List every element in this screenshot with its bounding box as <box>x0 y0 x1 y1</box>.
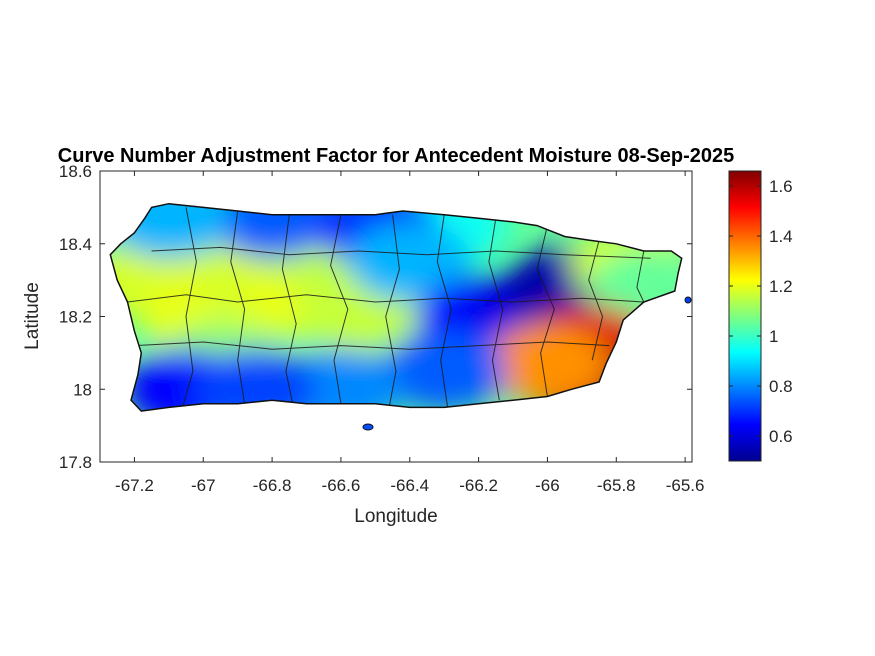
boundary-line <box>134 341 610 350</box>
boundary-line <box>536 225 555 397</box>
heatmap-cell <box>347 221 472 302</box>
heatmap-cell <box>110 203 231 259</box>
colorbar-tick-label: 1.4 <box>769 227 793 246</box>
colorbar-tick-label: 1 <box>769 327 778 346</box>
boundary-line <box>385 214 400 408</box>
y-tick-label: 18.2 <box>59 308 92 327</box>
y-axis-ticks: 17.8 18 18.2 18.4 18.6 <box>59 162 692 472</box>
colorbar <box>728 170 762 462</box>
x-axis-label: Longitude <box>354 506 437 527</box>
heatmap-cell <box>382 331 507 412</box>
boundary-line <box>182 207 197 408</box>
x-tick-label: -66.2 <box>459 476 498 495</box>
island-outline <box>109 202 683 412</box>
x-tick-label: -67 <box>191 476 216 495</box>
y-tick-label: 18.4 <box>59 235 92 254</box>
boundary-line <box>588 239 604 361</box>
y-tick-label: 17.8 <box>59 453 92 472</box>
boundary-line <box>636 250 645 303</box>
boundary-line <box>151 246 651 259</box>
small-island <box>362 423 374 431</box>
x-tick-label: -65.8 <box>597 476 636 495</box>
x-tick-label: -66.6 <box>322 476 361 495</box>
boundary-line <box>281 214 297 404</box>
boundary-line <box>488 218 504 401</box>
colorbar-tick-label: 0.8 <box>769 377 793 396</box>
y-tick-label: 18.6 <box>59 162 92 181</box>
x-axis-ticks: -67.2 -67 -66.8 -66.6 -66.4 -66.2 -66 -65.8 -65.… <box>115 171 704 495</box>
x-tick-label: -66 <box>535 476 560 495</box>
chart-title: Curve Number Adjustment Factor for Antec… <box>58 145 734 167</box>
colorbar-tick-label: 1.2 <box>769 277 793 296</box>
heatmap-cell <box>210 203 335 259</box>
x-tick-label: -67.2 <box>115 476 154 495</box>
small-island <box>684 296 692 304</box>
boundary-line <box>330 214 349 404</box>
municipal-boundaries <box>127 207 651 408</box>
boundary-line <box>436 214 452 408</box>
x-tick-label: -65.6 <box>666 476 705 495</box>
y-axis-label: Latitude <box>22 282 43 350</box>
x-tick-label: -66.8 <box>253 476 292 495</box>
x-tick-label: -66.4 <box>390 476 429 495</box>
colorbar-tick-label: 1.6 <box>769 177 793 196</box>
colorbar-tick-label: 0.6 <box>769 427 793 446</box>
y-tick-label: 18 <box>73 380 92 399</box>
colorbar-ticks: 0.6 0.8 1 1.2 1.4 1.6 <box>729 177 793 446</box>
boundary-line <box>230 210 246 404</box>
boundary-line <box>127 294 644 303</box>
